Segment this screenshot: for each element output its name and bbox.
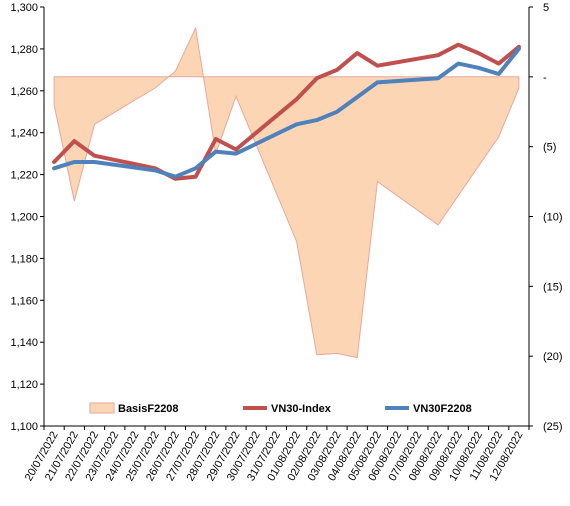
left-tick-label: 1,240 (10, 128, 38, 140)
index-lines-layer (52, 42, 521, 181)
left-tick-label: 1,160 (10, 295, 38, 307)
legend-label: BasisF2208 (118, 403, 179, 415)
right-tick-label: (20) (543, 351, 563, 363)
legend-label: VN30F2208 (413, 403, 472, 415)
left-tick-label: 1,120 (10, 379, 38, 391)
series-line-vn30-index (52, 42, 521, 181)
right-tick-label: (10) (543, 212, 563, 224)
basis-area-layer (53, 26, 520, 359)
left-tick-label: 1,200 (10, 212, 38, 224)
left-tick-label: 1,100 (10, 421, 38, 433)
left-tick-label: 1,300 (10, 2, 38, 14)
left-tick-label: 1,280 (10, 44, 38, 56)
left-tick-label: 1,140 (10, 337, 38, 349)
series-area-basisf2208 (53, 26, 520, 359)
legend: BasisF2208 VN30-Index VN30F2208 (89, 402, 472, 415)
left-tick-label: 1,180 (10, 253, 38, 265)
right-tick-label: - (543, 72, 547, 84)
right-tick-label: (15) (543, 281, 563, 293)
legend-swatch-area (89, 402, 115, 414)
left-tick-label: 1,260 (10, 86, 38, 98)
left-tick-label: 1,220 (10, 170, 38, 182)
right-tick-label: (5) (543, 142, 556, 154)
right-tick-label: (25) (543, 421, 563, 433)
legend-label: VN30-Index (271, 403, 332, 415)
series-line-vn30f2208 (52, 46, 521, 179)
right-tick-label: 5 (543, 2, 549, 14)
